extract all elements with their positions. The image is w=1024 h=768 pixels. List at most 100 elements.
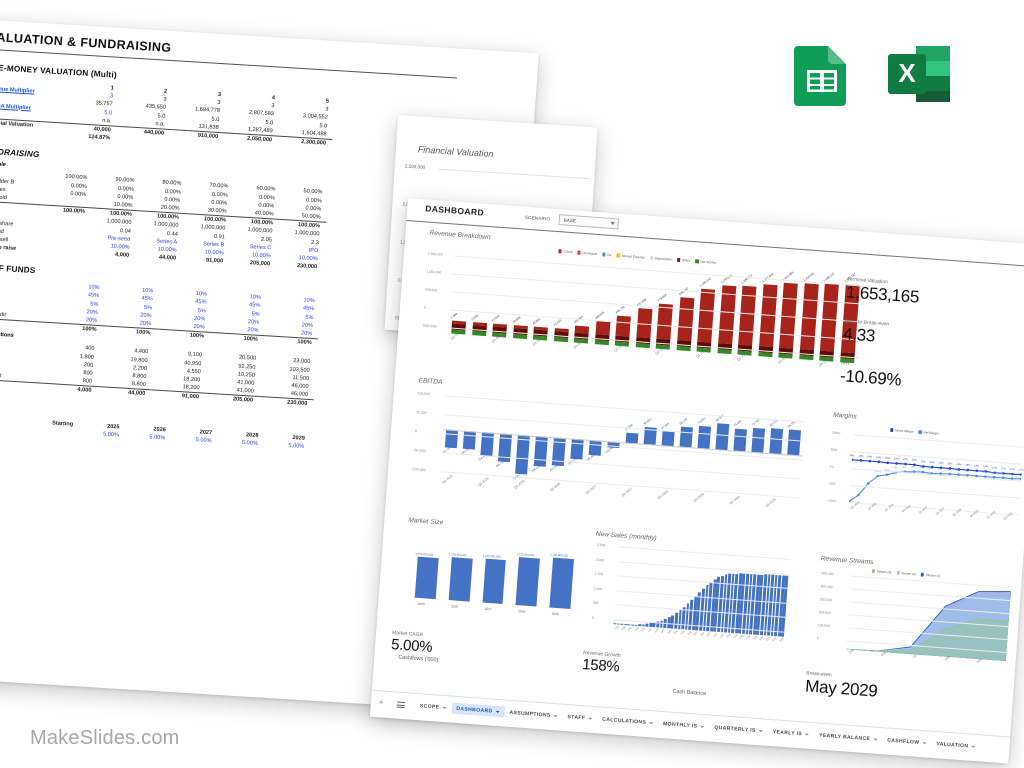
chevron-down-icon[interactable] bbox=[553, 714, 558, 717]
y-tick-label: (500,000) bbox=[422, 323, 437, 329]
bar-value-label: (90,790) bbox=[495, 458, 507, 469]
tab-label: YEARLY IS bbox=[772, 728, 803, 737]
margins-panel: Margins Gross Margin Net Margin 24% 24% 24%… bbox=[825, 412, 1024, 544]
y-tick-label: 200,000 bbox=[818, 610, 831, 616]
bar bbox=[733, 428, 747, 452]
legend-swatch bbox=[896, 571, 900, 575]
y-tick-label: 0% bbox=[829, 464, 835, 469]
x-tick-label: 2028 bbox=[518, 609, 526, 614]
chevron-down-icon[interactable] bbox=[971, 745, 976, 748]
bar bbox=[482, 558, 507, 605]
data-point-label: 4% bbox=[991, 471, 996, 475]
x-tick-label: 1/29 bbox=[778, 637, 785, 643]
y-tick-label: 500,000 bbox=[425, 287, 438, 293]
sheet-tab-monthly-is[interactable]: MONTHLY IS bbox=[658, 718, 710, 733]
legend-label: OPEX bbox=[681, 258, 691, 263]
data-point-label: 17% bbox=[1000, 467, 1006, 471]
data-point-label: 17% bbox=[1009, 467, 1015, 472]
sheet-tab-quarterly-is[interactable]: QUARTERLY IS bbox=[709, 722, 768, 737]
x-tick-label: 1/27 bbox=[706, 632, 712, 638]
x-tick-label: 1/28 bbox=[732, 634, 739, 640]
bar bbox=[613, 623, 617, 625]
chevron-down-icon[interactable] bbox=[758, 729, 763, 732]
legend-item: Net Margin bbox=[918, 430, 939, 436]
cell: 4,000 bbox=[114, 251, 130, 259]
y-tick-label: 0 bbox=[423, 305, 427, 310]
y-tick-label: 0 bbox=[414, 429, 417, 434]
data-point-label: 19% bbox=[974, 464, 980, 468]
bar bbox=[620, 624, 624, 625]
cell: 5.00% bbox=[195, 436, 212, 444]
chevron-down-icon[interactable] bbox=[442, 706, 447, 709]
bar-segment-net-income bbox=[717, 349, 732, 355]
bar-value-label: (96,130) bbox=[531, 462, 543, 473]
legend-item: OPEX bbox=[676, 258, 691, 263]
all-sheets-menu-icon[interactable] bbox=[396, 701, 406, 710]
chevron-down-icon[interactable] bbox=[495, 710, 500, 713]
y-tick-label: 2,000 bbox=[595, 557, 605, 562]
chevron-down-icon[interactable] bbox=[873, 738, 878, 741]
microsoft-excel-icon[interactable]: X bbox=[884, 42, 954, 106]
chevron-down-icon[interactable] bbox=[700, 725, 705, 728]
gridline bbox=[438, 168, 591, 180]
bar-value-label: 778,028 bbox=[657, 292, 669, 303]
legend-swatch bbox=[918, 430, 923, 434]
chart-legend: Stream (3) Stream (2) Stream (1) bbox=[871, 569, 940, 578]
cell: 100% bbox=[48, 322, 103, 335]
data-point-label: 23% bbox=[884, 456, 891, 460]
bar-value-label: 1,466,102 bbox=[822, 271, 836, 283]
kpi-market-cagr: Market CAGR 5.00% bbox=[391, 630, 434, 656]
x-tick-label: 1/26 bbox=[653, 628, 660, 634]
cell: 4,000 bbox=[43, 383, 98, 396]
sheet-tab-valuation[interactable]: VALUATION bbox=[931, 738, 981, 753]
sheet-tab-cashflow[interactable]: CASHFLOW bbox=[882, 734, 932, 749]
data-point-label: 4% bbox=[973, 469, 978, 474]
google-sheets-icon[interactable] bbox=[790, 42, 854, 106]
bar-segment-net-income bbox=[799, 355, 813, 361]
cell bbox=[42, 246, 88, 257]
cell: 91,000 bbox=[205, 257, 224, 265]
sheet-tab-scope[interactable]: SCOPE bbox=[414, 700, 451, 714]
chevron-down-icon[interactable] bbox=[922, 741, 927, 744]
bar bbox=[697, 425, 711, 450]
sheet-tab-yearly-balance[interactable]: YEARLY BALANCE bbox=[814, 729, 883, 745]
data-point-label: 24% bbox=[876, 455, 882, 459]
ebitda-panel: EBITDA (57,197) (59,316) (74,460) (90,790)(… bbox=[409, 377, 817, 536]
data-point-label: 20% bbox=[938, 461, 944, 465]
data-point-label: 23% bbox=[893, 457, 900, 461]
y-tick-label: 50% bbox=[830, 447, 838, 453]
chevron-down-icon[interactable] bbox=[649, 721, 654, 724]
tab-label: YEARLY BALANCE bbox=[818, 732, 871, 742]
sheet-tab-dashboard[interactable]: DASHBOARD bbox=[450, 702, 505, 718]
legend-label: Net Margin bbox=[923, 430, 939, 436]
legend-item: COGS bbox=[558, 249, 573, 254]
bar-value-label: 74,491 bbox=[733, 418, 743, 428]
sheet-tab-yearly-is[interactable]: YEARLY IS bbox=[767, 726, 814, 740]
sheet-tab-assumptions[interactable]: ASSUMPTIONS bbox=[504, 706, 563, 721]
add-sheet-icon[interactable]: + bbox=[378, 699, 384, 707]
bar-value-label: 58,453 bbox=[642, 416, 653, 426]
kpi-revenue-growth: Revenue Growth 158% bbox=[582, 650, 621, 676]
bar bbox=[415, 556, 439, 600]
legend-label: Stream (3) bbox=[876, 569, 892, 575]
sheet-tabs: SCOPE DASHBOARD ASSUMPTIONS STAFF CALCULATIO… bbox=[414, 700, 980, 752]
data-point-label: 1% bbox=[902, 465, 907, 469]
legend-item: Interest Expense bbox=[616, 253, 645, 259]
x-tick-label: 1/26 bbox=[666, 629, 673, 635]
sheet-tab-staff[interactable]: STAFF bbox=[562, 711, 598, 725]
data-point-label: 4% bbox=[982, 470, 987, 474]
dashboard-sheet[interactable]: DASHBOARD SCENARIO BASE Revenue Breakdow… bbox=[369, 198, 1024, 764]
bar-segment-net-income bbox=[594, 340, 609, 346]
data-point-label: 23% bbox=[911, 458, 917, 462]
cash-balance-label: Cash Balance bbox=[672, 688, 707, 698]
bar-value-label: 1,286,273 bbox=[740, 273, 754, 285]
x-tick-label: 1/25 bbox=[614, 625, 620, 631]
sheet-tab-calculations[interactable]: CALCULATIONS bbox=[597, 713, 659, 728]
legend-item: Tax bbox=[601, 252, 612, 257]
market-size-panel: Market Size 1,051,200,000 2025 1,103,800,0… bbox=[400, 517, 588, 650]
chevron-down-icon[interactable] bbox=[805, 733, 810, 736]
x-tick-label: 1/25 bbox=[646, 627, 653, 634]
chevron-down-icon[interactable] bbox=[588, 717, 593, 720]
data-point-label: -3% bbox=[893, 466, 898, 470]
y-tick-label: 500 bbox=[592, 600, 599, 606]
